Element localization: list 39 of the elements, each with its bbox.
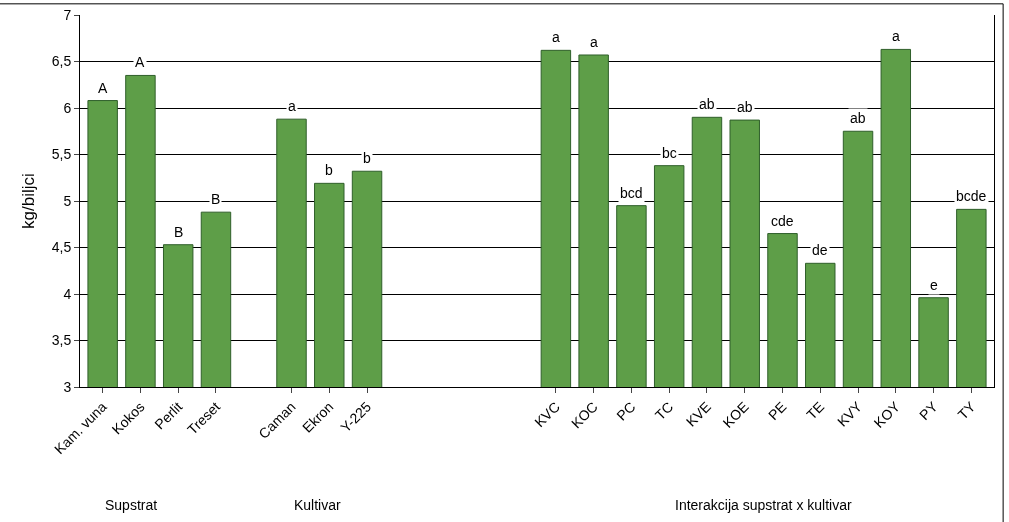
y-tick-label: 6,5	[51, 53, 72, 70]
data-label: a	[288, 98, 296, 114]
data-label: a	[552, 29, 560, 45]
y-tick-label: 6	[63, 99, 72, 116]
x-tick-label: TY	[954, 398, 979, 423]
x-tick-label: Kam. vuna	[51, 398, 110, 458]
x-tick-label: PE	[765, 398, 790, 424]
data-label: B	[174, 224, 184, 240]
data-label: de	[812, 242, 828, 258]
x-tick-label: TC	[651, 398, 677, 424]
data-label: A	[135, 54, 145, 70]
data-label: b	[325, 162, 333, 178]
data-label: a	[590, 34, 598, 50]
data-label: bcd	[620, 185, 643, 201]
text: Interakcija supstrat x kultivar	[675, 497, 852, 513]
data-label: B	[211, 191, 221, 207]
y-tick-label: 4,5	[51, 239, 72, 256]
y-tick-label: 5,5	[51, 146, 72, 163]
data-label: a	[892, 28, 900, 44]
data-label: ab	[699, 96, 715, 112]
x-tick-label: PC	[613, 398, 639, 424]
data-label: ab	[737, 99, 753, 115]
text: Kultivar	[294, 497, 342, 513]
data-label: A	[98, 80, 108, 96]
data-label: bc	[662, 145, 677, 161]
y-tick-label: 7	[63, 6, 72, 23]
y-tick-label: 5	[63, 192, 72, 209]
y-axis-title: kg/biljci	[19, 173, 39, 229]
data-label: bcde	[956, 188, 987, 204]
data-label: cde	[771, 213, 794, 229]
data-label: b	[363, 150, 371, 166]
text: Supstrat	[105, 497, 158, 513]
y-tick-label: 3,5	[51, 332, 72, 349]
y-tick-label: 3	[63, 378, 72, 395]
x-tick-label: TE	[803, 398, 828, 423]
data-label: e	[930, 277, 938, 293]
x-tick-label: PY	[916, 398, 942, 424]
data-label: ab	[850, 110, 866, 126]
y-tick-label: 4	[63, 285, 72, 302]
